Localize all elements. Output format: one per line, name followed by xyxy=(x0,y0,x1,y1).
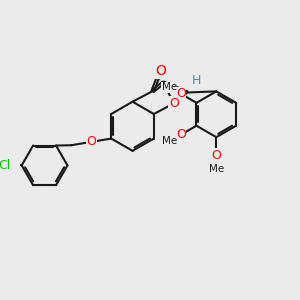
Text: Me: Me xyxy=(162,136,177,146)
Text: Me: Me xyxy=(162,82,177,92)
Text: O: O xyxy=(176,128,186,141)
Text: O: O xyxy=(86,135,96,148)
Text: O: O xyxy=(169,97,179,110)
Text: O: O xyxy=(155,64,166,78)
Text: O: O xyxy=(212,149,221,162)
Text: Me: Me xyxy=(209,164,224,174)
Text: Cl: Cl xyxy=(0,159,10,172)
Text: O: O xyxy=(176,87,186,100)
Text: H: H xyxy=(192,74,202,87)
